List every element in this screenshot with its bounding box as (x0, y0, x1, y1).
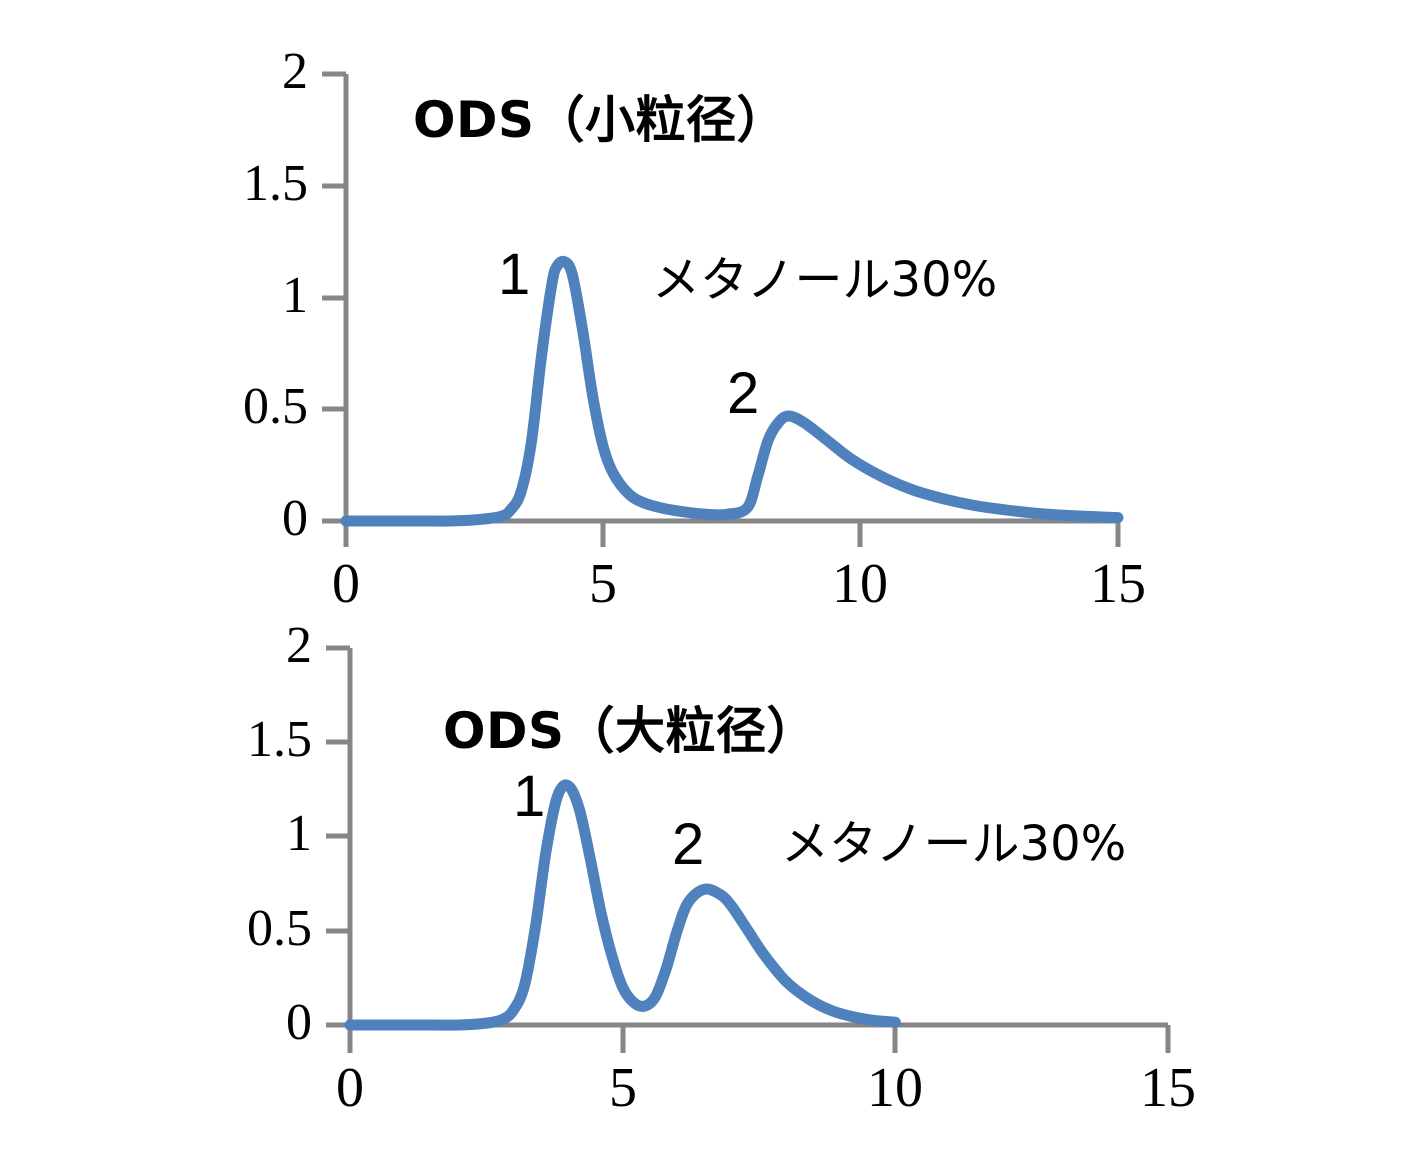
y-tick-label-0: 0 (286, 994, 312, 1051)
plot-area-ods-small (322, 71, 1124, 547)
peak-label-1-bottom: 1 (513, 764, 546, 829)
peak-label-2-top: 2 (727, 361, 760, 426)
chromatogram-trace-ods-small (340, 255, 1124, 527)
chart-title-ods-small: ODS（小粒径） (413, 91, 788, 149)
x-tick-label-15: 15 (1090, 553, 1146, 615)
x-tick-label-5: 5 (589, 553, 617, 615)
plot-area-ods-large (326, 645, 1171, 1053)
y-tick-label-1: 1 (286, 805, 312, 862)
x-tick-label-15: 15 (1140, 1057, 1196, 1119)
chromatogram-trace-ods-large (344, 779, 901, 1031)
peak-label-2-bottom: 2 (672, 812, 705, 877)
y-tick-label-0-5: 0.5 (247, 900, 312, 957)
x-tick-label-10: 10 (832, 553, 888, 615)
x-tick-label-0: 0 (336, 1057, 364, 1119)
chart-title-ods-large: ODS（大粒径） (443, 702, 818, 760)
chart-panel-ods-small: 2 1.5 1 0.5 0 0 5 10 15 ODS（小粒径） メタノール30… (243, 43, 1146, 615)
x-tick-label-10: 10 (867, 1057, 923, 1119)
y-tick-label-0-5: 0.5 (243, 378, 308, 435)
x-tick-label-0: 0 (332, 553, 360, 615)
y-tick-label-0: 0 (282, 490, 308, 547)
y-tick-label-1: 1 (282, 267, 308, 324)
y-tick-label-2: 2 (286, 617, 312, 674)
y-tick-label-1-5: 1.5 (243, 155, 308, 212)
peak-label-1-top: 1 (498, 242, 531, 307)
annotation-mobile-phase-bottom: メタノール30% (781, 816, 1127, 872)
x-tick-label-5: 5 (609, 1057, 637, 1119)
y-tick-label-1-5: 1.5 (247, 711, 312, 768)
chart-panel-ods-large: 2 1.5 1 0.5 0 0 5 10 15 ODS（大粒径） メタノール30… (0, 608, 1413, 1174)
annotation-mobile-phase-top: メタノール30% (652, 252, 998, 308)
y-tick-label-2: 2 (282, 43, 308, 100)
